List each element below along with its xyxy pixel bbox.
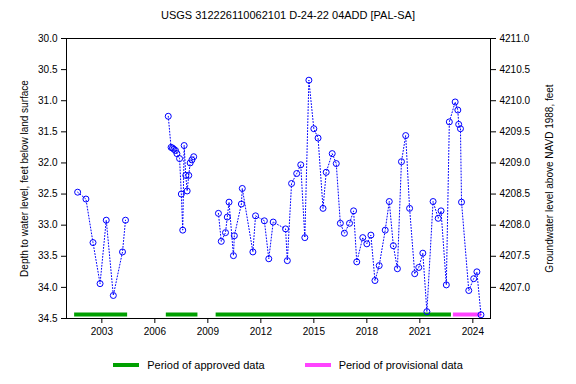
- svg-text:34.0: 34.0: [38, 282, 58, 293]
- html-text:Period of provisional data: Period of provisional data: [338, 359, 463, 371]
- svg-text:2006: 2006: [144, 326, 167, 337]
- svg-text:2003: 2003: [91, 326, 114, 337]
- svg-text:4210.0: 4210.0: [500, 95, 531, 106]
- svg-text:4207.0: 4207.0: [500, 282, 531, 293]
- svg-text:4208.0: 4208.0: [500, 219, 531, 230]
- svg-text:Depth to water level, feet bel: Depth to water level, feet below land su…: [19, 80, 30, 277]
- svg-text:32.0: 32.0: [38, 157, 58, 168]
- svg-text:4209.0: 4209.0: [500, 157, 531, 168]
- svg-text:2012: 2012: [250, 326, 273, 337]
- svg-text:4207.5: 4207.5: [500, 250, 531, 261]
- svg-text:4210.5: 4210.5: [500, 64, 531, 75]
- svg-text:30.0: 30.0: [38, 33, 58, 44]
- svg-text:2024: 2024: [462, 326, 485, 337]
- svg-text:34.5: 34.5: [38, 313, 58, 324]
- svg-text:Groundwater level above NAVD 1: Groundwater level above NAVD 1988, feet: [544, 84, 555, 272]
- svg-text:33.0: 33.0: [38, 219, 58, 230]
- svg-text:2018: 2018: [356, 326, 379, 337]
- svg-text:30.5: 30.5: [38, 64, 58, 75]
- svg-text:33.5: 33.5: [38, 250, 58, 261]
- svg-text:2015: 2015: [303, 326, 326, 337]
- html-text:USGS 312226110062101 D-24-22 0: USGS 312226110062101 D-24-22 04ADD [PAL-…: [161, 9, 415, 21]
- svg-text:32.5: 32.5: [38, 188, 58, 199]
- html-text:Period of approved data: Period of approved data: [147, 359, 265, 371]
- svg-text:2021: 2021: [409, 326, 432, 337]
- svg-text:4208.5: 4208.5: [500, 188, 531, 199]
- svg-text:2009: 2009: [197, 326, 220, 337]
- svg-text:31.5: 31.5: [38, 126, 58, 137]
- svg-text:31.0: 31.0: [38, 95, 58, 106]
- svg-text:4211.0: 4211.0: [500, 33, 530, 44]
- svg-text:4209.5: 4209.5: [500, 126, 531, 137]
